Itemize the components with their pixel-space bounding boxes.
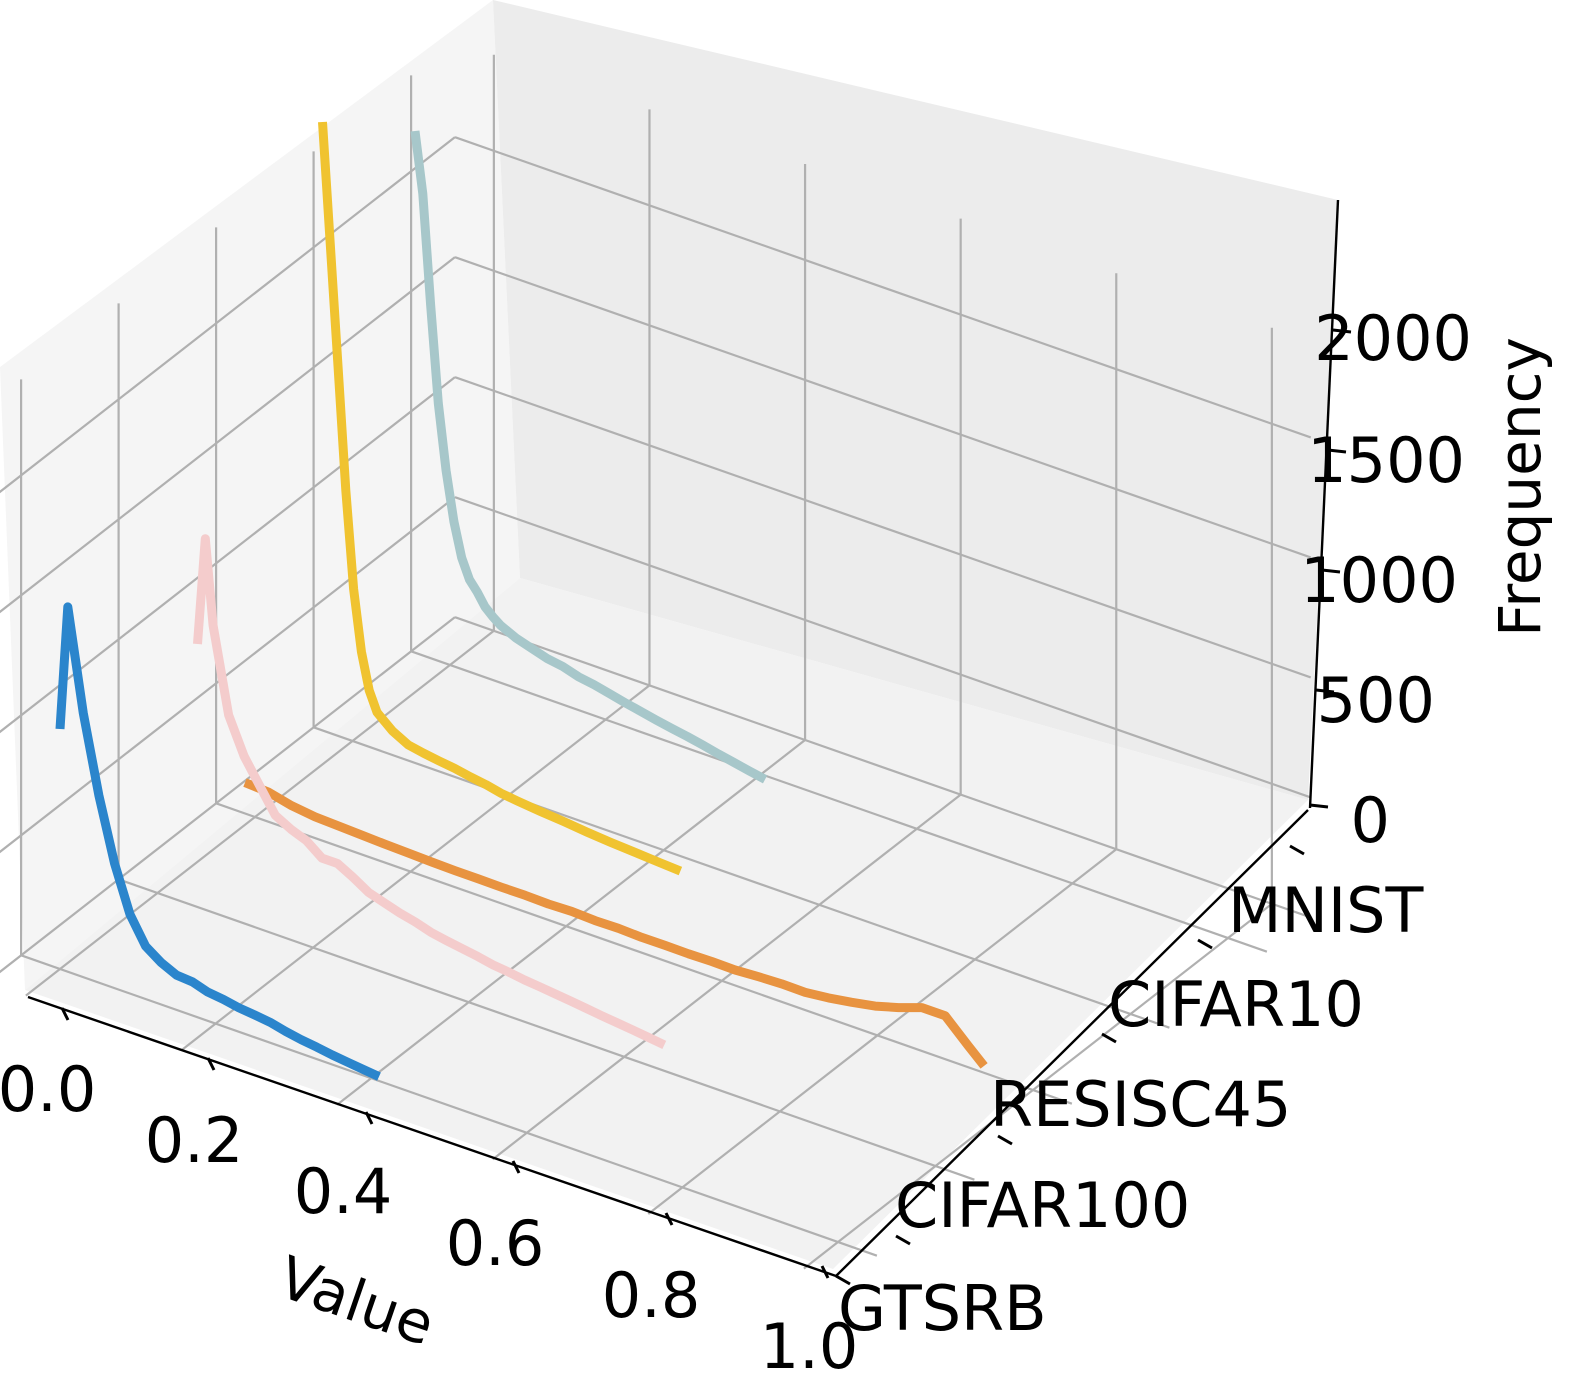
z-axis-line: [1308, 199, 1340, 809]
y-tick-mark-2: [997, 1134, 1013, 1146]
left-grid-z: [0, 616, 456, 974]
y-tick-resisc45: RESISC45: [990, 1068, 1291, 1141]
axis-lines: [27, 199, 1340, 1278]
floor-grid-x: [25, 629, 495, 997]
z-tick-mark-2: [1321, 568, 1341, 574]
z-tick-mark-3: [1327, 448, 1347, 454]
x-tick-mark-0: [60, 1007, 70, 1021]
series-line-gtsrb: [55, 602, 381, 1081]
x-tick-mark-1: [206, 1057, 216, 1071]
series-line-resisc45: [243, 778, 988, 1069]
y-tick-mark-4: [1197, 938, 1213, 950]
back-grid-z: [454, 376, 1312, 679]
back-pane: [493, 0, 1338, 800]
back-grid-z: [454, 256, 1312, 559]
x-tick-4: 0.8: [602, 1259, 701, 1332]
z-tick-mark-4: [1332, 328, 1352, 334]
z-tick-mark-0: [1309, 803, 1329, 809]
z-tick-2000: 2000: [1314, 302, 1472, 375]
floor-grid-y: [410, 650, 1268, 953]
y-tick-cifar100: CIFAR100: [895, 1169, 1190, 1242]
back-grid-z: [454, 616, 1312, 919]
x-tick-mark-3: [511, 1160, 521, 1174]
left-grid-z: [0, 256, 456, 614]
floor-pane: [25, 578, 1308, 1269]
series-layer: [55, 121, 988, 1081]
y-axis-line: [835, 809, 1309, 1277]
floor-grid-y: [118, 878, 975, 1181]
back-grid-z: [454, 136, 1312, 439]
y-tick-mark-1: [895, 1234, 911, 1246]
x-tick-1: 0.2: [145, 1104, 244, 1177]
x-tick-0: 0.0: [0, 1053, 96, 1126]
y-tick-mark-0: [835, 1274, 851, 1286]
series-line-cifar10: [318, 121, 683, 876]
z-tick-1000: 1000: [1300, 544, 1458, 617]
x-tick-mark-2: [364, 1111, 374, 1125]
floor-grid-x: [180, 684, 651, 1052]
z-tick-0: 0: [1351, 784, 1390, 857]
left-pane: [0, 0, 520, 990]
z-axis-title: Frequency: [1486, 337, 1554, 637]
floor-grid-y: [20, 954, 878, 1257]
series-line-cifar100: [193, 534, 667, 1049]
y-tick-cifar10: CIFAR10: [1108, 968, 1364, 1041]
y-tick-mark-3: [1101, 1032, 1117, 1044]
x-tick-2: 0.4: [294, 1155, 393, 1228]
z-tick-mark-1: [1315, 688, 1335, 694]
grid-lines: [0, 54, 1312, 1270]
floor-grid-x: [491, 793, 962, 1161]
floor-grid-y: [313, 726, 1170, 1029]
series-line-mnist: [410, 130, 768, 784]
floor-grid-x: [647, 848, 1117, 1215]
y-tick-gtsrb: GTSRB: [838, 1272, 1047, 1345]
x-axis-line: [27, 995, 837, 1278]
x-tick-mark-4: [664, 1212, 674, 1226]
x-tick-5: 1.0: [760, 1310, 859, 1379]
y-tick-mark-5: [1289, 844, 1305, 856]
tick-marks: [60, 328, 1352, 1286]
x-axis-title: Value: [270, 1243, 443, 1359]
y-tick-mnist: MNIST: [1228, 874, 1425, 947]
floor-grid-x: [803, 902, 1273, 1270]
left-grid-z: [0, 136, 456, 494]
back-grid-z: [454, 496, 1312, 799]
x-tick-3: 0.6: [446, 1207, 545, 1280]
x-tick-mark-5: [820, 1265, 830, 1279]
z-tick-500: 500: [1317, 664, 1435, 737]
z-tick-1500: 1500: [1307, 424, 1465, 497]
floor-grid-y: [215, 802, 1073, 1105]
floor-grid-x: [336, 739, 806, 1106]
